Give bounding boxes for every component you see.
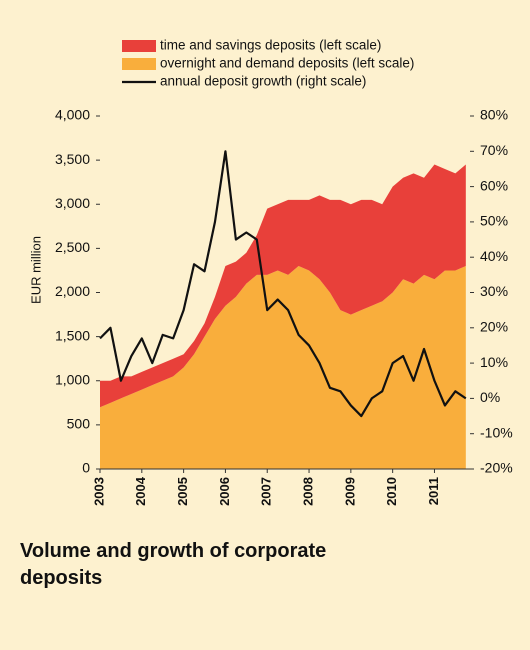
y2-tick-label: 0%: [480, 389, 500, 405]
x-tick-label: 2007: [259, 477, 274, 506]
x-tick-label: 2010: [384, 477, 399, 506]
x-tick-label: 2003: [91, 477, 106, 506]
x-tick-label: 2006: [217, 477, 232, 506]
area: [100, 266, 466, 469]
y-tick-label: 500: [67, 416, 91, 432]
chart: EUR million 0 500 1,000 1,500 2,000 2,500 3,00…: [28, 38, 513, 506]
y-axis-label: EUR million: [28, 236, 43, 304]
y-tick-label: 2,500: [55, 239, 90, 255]
y2-tick-label: 30%: [480, 283, 508, 299]
y-tick-label: 4,000: [55, 107, 90, 123]
legend-swatch: [122, 40, 156, 52]
legend-label: annual deposit growth (right scale): [160, 74, 366, 89]
y2-tick-label: 40%: [480, 248, 508, 264]
area: [100, 164, 466, 408]
line: [99, 150, 467, 418]
y2-tick-label: -10%: [480, 424, 513, 440]
y2-tick-label: 50%: [480, 213, 508, 229]
y2-tick-label: 60%: [480, 177, 508, 193]
legend-label: time and savings deposits (left scale): [160, 38, 381, 53]
y-tick-label: 0: [82, 460, 90, 476]
y2-tick-label: 10%: [480, 354, 508, 370]
y2-tick-label: 20%: [480, 319, 508, 335]
y-tick-label: 3,000: [55, 195, 90, 211]
y-tick-label: 1,000: [55, 371, 90, 387]
x-tick-label: 2004: [133, 476, 148, 506]
x-tick-label: 2005: [175, 477, 190, 506]
y-tick-label: 3,500: [55, 151, 90, 167]
x-tick-label: 2008: [300, 477, 315, 506]
x-tick-label: 2009: [342, 477, 357, 506]
y-tick-label: 1,500: [55, 327, 90, 343]
y2-tick-label: -20%: [480, 460, 513, 476]
chart-title: Volume and growth of corporate deposits: [20, 540, 327, 589]
x-tick-label: 2011: [426, 477, 441, 505]
legend-label: overnight and demand deposits (left scal…: [160, 56, 414, 71]
y2-tick-label: 80%: [480, 107, 508, 123]
y2-tick-label: 70%: [480, 142, 508, 158]
y-tick-label: 2,000: [55, 283, 90, 299]
legend-swatch: [122, 58, 156, 70]
